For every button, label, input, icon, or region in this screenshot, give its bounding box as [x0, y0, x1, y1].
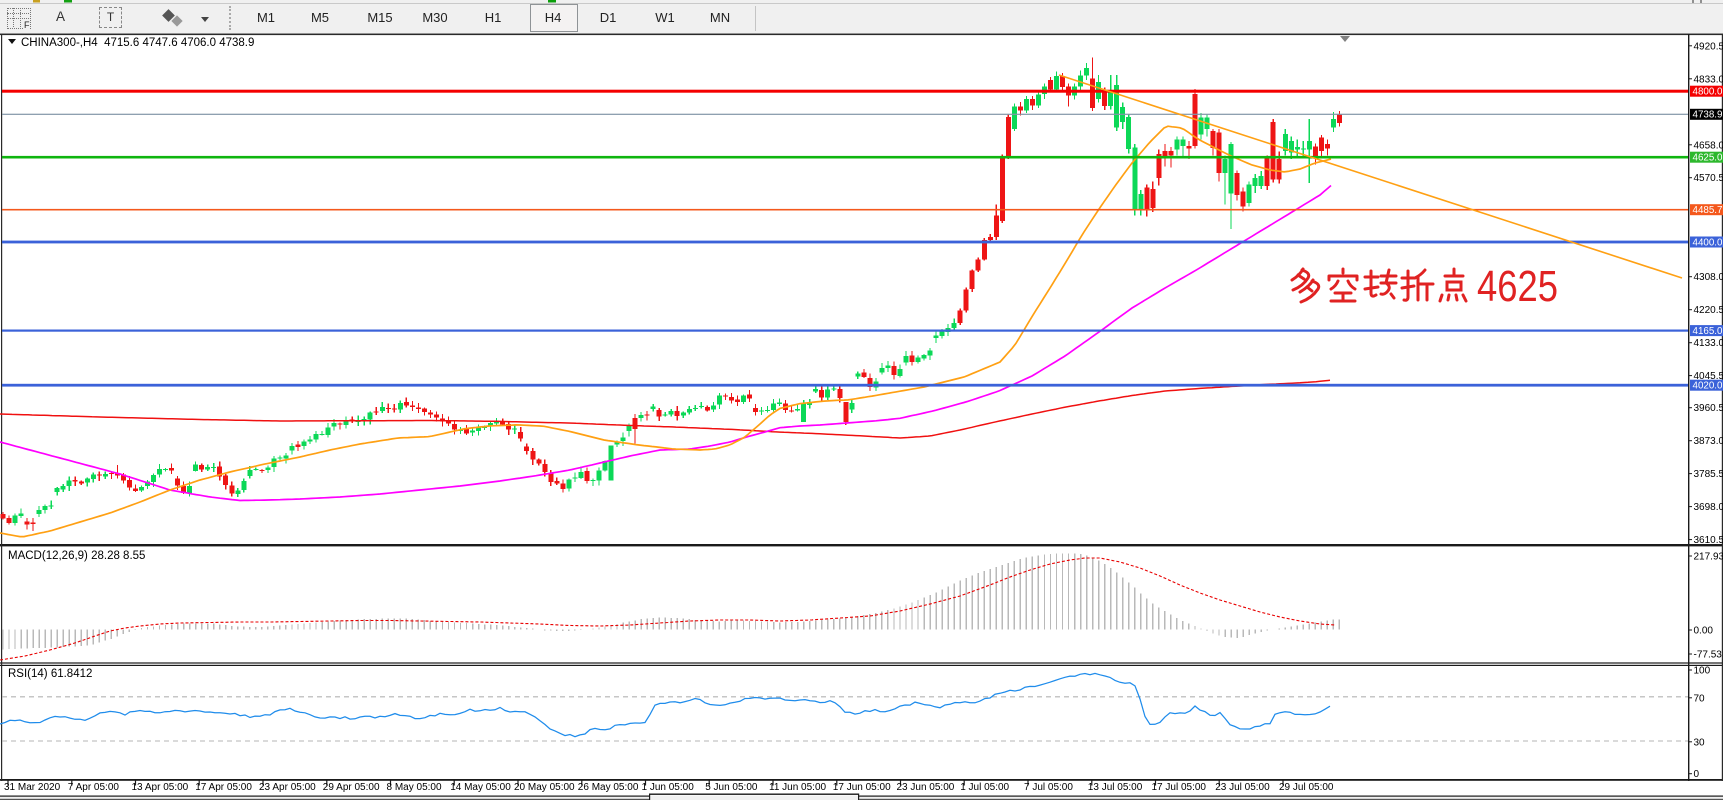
- svg-text:1 Jul 05:00: 1 Jul 05:00: [960, 782, 1009, 793]
- svg-text:7 Jul 05:00: 7 Jul 05:00: [1024, 782, 1073, 793]
- svg-text:4308.0: 4308.0: [1694, 272, 1723, 283]
- svg-text:23 Apr 05:00: 23 Apr 05:00: [259, 782, 316, 793]
- svg-text:14 May 05:00: 14 May 05:00: [450, 782, 511, 793]
- svg-text:217.93: 217.93: [1694, 552, 1723, 563]
- svg-text:4920.5: 4920.5: [1694, 41, 1723, 52]
- svg-text:23 Jun 05:00: 23 Jun 05:00: [897, 782, 955, 793]
- svg-text:3785.5: 3785.5: [1694, 469, 1723, 480]
- svg-text:29 Jul 05:00: 29 Jul 05:00: [1279, 782, 1334, 793]
- svg-text:3873.0: 3873.0: [1694, 436, 1723, 447]
- svg-text:8 May 05:00: 8 May 05:00: [387, 782, 442, 793]
- svg-text:17 Apr 05:00: 17 Apr 05:00: [195, 782, 252, 793]
- svg-text:3698.0: 3698.0: [1694, 502, 1723, 513]
- svg-text:MACD(12,26,9) 28.28 8.55: MACD(12,26,9) 28.28 8.55: [8, 550, 145, 562]
- svg-text:3960.5: 3960.5: [1694, 403, 1723, 414]
- svg-text:4570.5: 4570.5: [1694, 173, 1723, 184]
- svg-text:4658.0: 4658.0: [1694, 140, 1723, 151]
- svg-text:70: 70: [1694, 693, 1706, 704]
- svg-text:3610.5: 3610.5: [1694, 535, 1723, 546]
- svg-text:4045.5: 4045.5: [1694, 371, 1723, 382]
- svg-text:1 Jun 05:00: 1 Jun 05:00: [642, 782, 695, 793]
- svg-text:5 Jun 05:00: 5 Jun 05:00: [705, 782, 758, 793]
- svg-text:4220.5: 4220.5: [1694, 305, 1723, 316]
- svg-text:4738.9: 4738.9: [1693, 110, 1723, 121]
- svg-text:20 May 05:00: 20 May 05:00: [514, 782, 575, 793]
- svg-text:RSI(14) 61.8412: RSI(14) 61.8412: [8, 668, 92, 680]
- svg-text:0.00: 0.00: [1694, 626, 1714, 637]
- svg-text:13 Apr 05:00: 13 Apr 05:00: [132, 782, 189, 793]
- svg-text:4133.0: 4133.0: [1694, 338, 1723, 349]
- svg-text:23 Jul 05:00: 23 Jul 05:00: [1215, 782, 1270, 793]
- svg-text:4625.0: 4625.0: [1693, 153, 1723, 164]
- svg-text:7 Apr 05:00: 7 Apr 05:00: [68, 782, 120, 793]
- svg-text:4165.0: 4165.0: [1693, 326, 1723, 337]
- svg-text:26 May 05:00: 26 May 05:00: [578, 782, 639, 793]
- svg-text:4485.7: 4485.7: [1693, 205, 1723, 216]
- svg-text:0: 0: [1694, 769, 1700, 780]
- svg-text:29 Apr 05:00: 29 Apr 05:00: [323, 782, 380, 793]
- svg-text:31 Mar 2020: 31 Mar 2020: [4, 782, 61, 793]
- svg-text:17 Jun 05:00: 17 Jun 05:00: [833, 782, 891, 793]
- svg-text:11 Jun 05:00: 11 Jun 05:00: [769, 782, 827, 793]
- svg-text:30: 30: [1694, 737, 1706, 748]
- svg-text:4400.0: 4400.0: [1693, 237, 1723, 248]
- svg-text:17 Jul 05:00: 17 Jul 05:00: [1152, 782, 1207, 793]
- svg-text:4800.0: 4800.0: [1693, 87, 1723, 98]
- svg-text:4020.0: 4020.0: [1693, 381, 1723, 392]
- svg-text:4833.0: 4833.0: [1694, 74, 1723, 85]
- svg-text:-77.53: -77.53: [1694, 650, 1723, 661]
- svg-text:13 Jul 05:00: 13 Jul 05:00: [1088, 782, 1143, 793]
- svg-text:4625: 4625: [1477, 262, 1558, 311]
- svg-text:100: 100: [1694, 666, 1711, 677]
- svg-text:CHINA300-,H4 4715.6 4747.6 47: CHINA300-,H4 4715.6 4747.6 4706.0 4738.9: [21, 37, 254, 49]
